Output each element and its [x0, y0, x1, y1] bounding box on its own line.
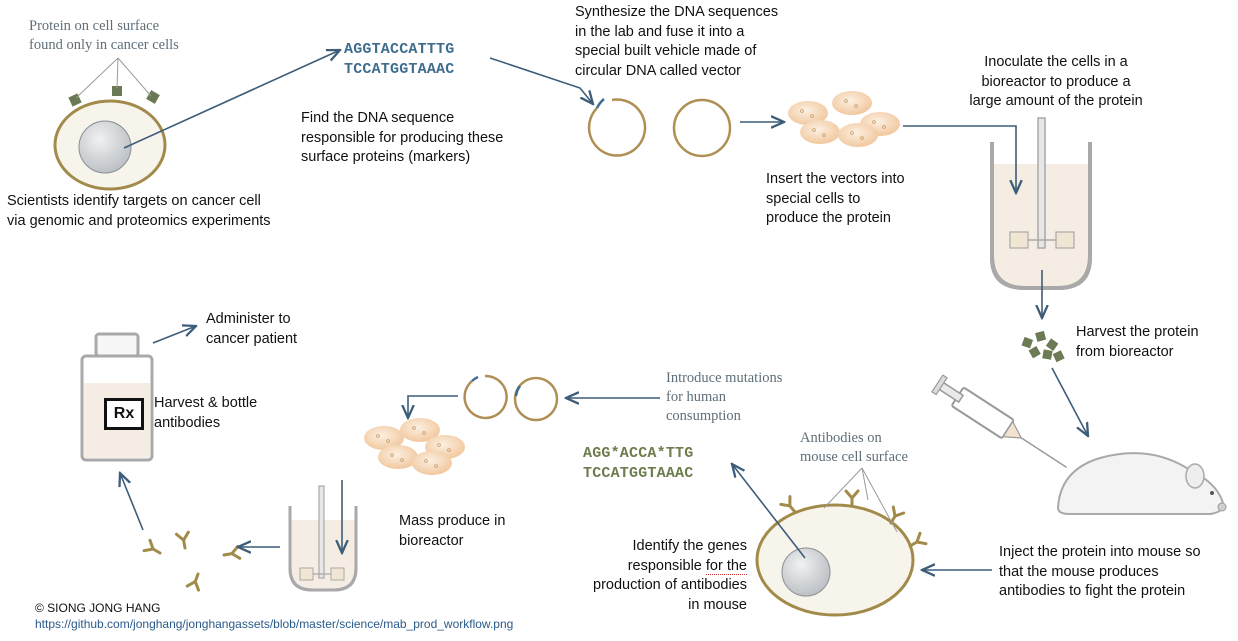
label-administer: Administer to cancer patient — [206, 311, 298, 347]
mouse-cell — [755, 467, 928, 617]
mut-seq-bottom: TCCATGGTAAAC — [583, 465, 694, 482]
identify-genes-pre: Identify the genes responsible — [627, 538, 747, 574]
producer-cells-top — [787, 90, 901, 148]
label-harvest-bottle: Harvest & bottle antibodies — [154, 395, 258, 431]
mutated-sequence: AGG*ACCA*TTG TCCATGGTAAAC — [583, 444, 693, 484]
dna-sequence: AGGTACCATTTG TCCATGGTAAAC — [344, 40, 454, 80]
syringe — [931, 374, 1067, 468]
antibodies-loose — [142, 530, 242, 592]
label-protein-surface: Protein on cell surface found only in ca… — [29, 18, 179, 53]
mouse — [1056, 452, 1227, 515]
label-mass-produce: Mass produce in bioreactor — [399, 513, 506, 549]
identify-genes-mark: for the — [705, 557, 747, 575]
dna-seq-top: AGGTACCATTTG — [344, 41, 455, 58]
label-introduce-mutations: Introduce mutations for human consumptio… — [666, 370, 783, 424]
rx-label: Rx — [104, 398, 144, 430]
copyright: © SIONG JONG HANG — [35, 601, 161, 615]
medicine-bottle — [80, 332, 154, 462]
label-inoculate: Inoculate the cells in a bioreactor to p… — [969, 54, 1143, 109]
label-harvest-protein: Harvest the protein from bioreactor — [1076, 324, 1199, 360]
label-identify-targets: Scientists identify targets on cancer ce… — [7, 193, 271, 229]
label-insert-vectors: Insert the vectors into special cells to… — [766, 171, 905, 226]
producer-cells-bottom — [363, 417, 466, 476]
source-url[interactable]: https://github.com/jonghang/jonghangasse… — [35, 617, 514, 631]
cancer-cell — [53, 57, 167, 191]
vector-rings-bottom — [463, 374, 559, 422]
label-find-dna: Find the DNA sequence responsible for pr… — [301, 110, 504, 165]
bioreactor-small — [288, 485, 358, 592]
label-identify-genes: Identify the genes responsible for the p… — [585, 537, 747, 615]
mut-seq-top: AGG*ACCA*TTG — [583, 445, 694, 462]
dna-seq-bottom: TCCATGGTAAAC — [344, 61, 455, 78]
identify-genes-post: production of antibodies in mouse — [593, 577, 747, 613]
flow-arrows — [120, 50, 1088, 570]
vector-rings-top — [587, 98, 732, 158]
protein-cluster — [1021, 330, 1065, 363]
bioreactor-large — [990, 117, 1092, 290]
label-inject-mouse: Inject the protein into mouse so that th… — [999, 544, 1201, 599]
label-antibodies-surface: Antibodies on mouse cell surface — [800, 430, 908, 465]
label-synthesize: Synthesize the DNA sequences in the lab … — [575, 4, 779, 79]
